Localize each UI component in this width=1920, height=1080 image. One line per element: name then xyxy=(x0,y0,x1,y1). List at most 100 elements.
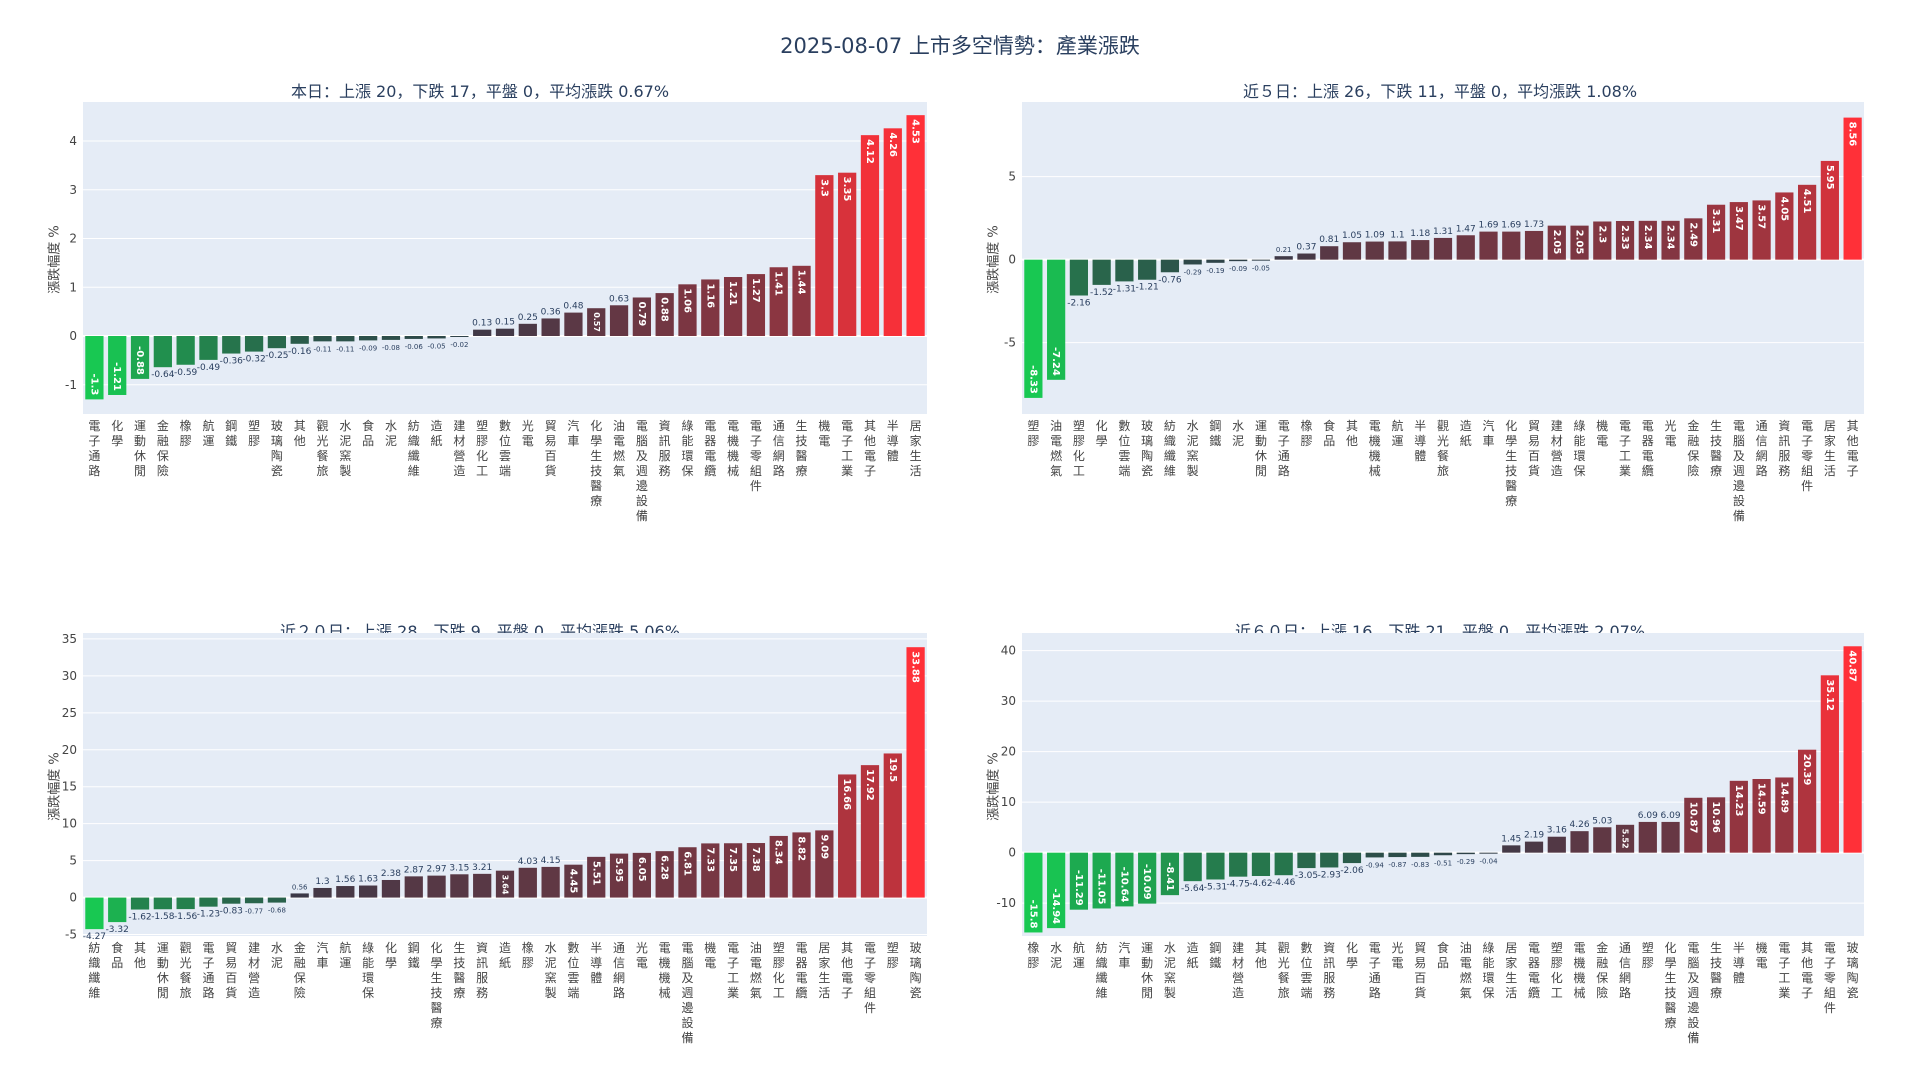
bar-value-label: -0.51 xyxy=(1434,859,1452,867)
bar xyxy=(1229,852,1248,877)
x-tick-label: 電子零組件 xyxy=(750,419,762,493)
x-tick-label: 半導體 xyxy=(1414,419,1426,463)
bar xyxy=(1388,852,1407,858)
bar xyxy=(153,897,172,910)
bar-value-label: 4.53 xyxy=(910,119,921,144)
x-tick-label: 貿易百貨 xyxy=(1528,419,1540,478)
bar-value-label: -5.31 xyxy=(1204,882,1227,892)
y-tick-label: 35 xyxy=(62,632,77,646)
x-tick-label: 居家生活 xyxy=(1505,941,1517,1000)
bar xyxy=(1752,200,1771,260)
bar xyxy=(1706,797,1726,853)
x-tick-label: 汽車 xyxy=(567,418,579,448)
bar xyxy=(85,897,104,930)
bar-value-label: 4.12 xyxy=(864,139,875,164)
bar-value-label: -0.64 xyxy=(151,370,175,380)
bar xyxy=(130,336,150,379)
bar-value-label: 8.34 xyxy=(773,840,784,865)
x-tick-label: 其他 xyxy=(294,419,306,448)
y-tick-label: -1 xyxy=(65,378,77,392)
bar xyxy=(1547,836,1566,853)
bar-value-label: 1.09 xyxy=(1365,231,1385,241)
bar xyxy=(1183,259,1202,265)
bar-value-label: -4.27 xyxy=(83,932,106,942)
bar xyxy=(473,329,492,336)
bar-value-label: -4.75 xyxy=(1227,880,1250,890)
bar-value-label: -0.11 xyxy=(336,345,354,353)
bar-value-label: 3.21 xyxy=(472,863,492,873)
bar xyxy=(290,893,309,898)
x-tick-label: 紡織纖維 xyxy=(408,418,420,478)
bar xyxy=(1820,160,1839,260)
bar-value-label: 1.27 xyxy=(750,278,761,303)
bar-value-label: -0.11 xyxy=(313,345,331,353)
x-tick-label: 化學生技醫療 xyxy=(590,419,602,508)
bar xyxy=(1615,220,1635,260)
bar-value-label: 1.3 xyxy=(315,877,329,887)
bar xyxy=(1684,218,1703,260)
y-tick-label: 0 xyxy=(1008,253,1016,267)
bar-value-label: -11.05 xyxy=(1096,869,1107,905)
bar-value-label: 14.23 xyxy=(1733,785,1744,817)
x-tick-label: 塑膠化工 xyxy=(1551,940,1563,1000)
x-tick-label: 鋼鐵 xyxy=(1209,419,1221,448)
bar xyxy=(222,897,241,904)
bar xyxy=(541,318,560,336)
bar-value-label: 3.57 xyxy=(1756,204,1767,229)
x-tick-label: 其他 xyxy=(1346,419,1358,448)
bar xyxy=(860,135,880,336)
bar xyxy=(1342,242,1362,260)
y-tick-label: 10 xyxy=(1001,795,1016,809)
bar xyxy=(541,866,560,898)
x-tick-label: 鋼鐵 xyxy=(1209,941,1221,970)
bar xyxy=(678,847,697,898)
x-tick-label: 居家生活 xyxy=(818,941,830,1000)
bar-value-label: -0.36 xyxy=(220,357,244,367)
bar-value-label: -0.76 xyxy=(1158,275,1182,285)
y-tick-label: -10 xyxy=(996,896,1016,910)
x-tick-label: 水泥 xyxy=(271,941,283,970)
bar-value-label: 16.66 xyxy=(841,778,852,810)
bar-value-label: -2.93 xyxy=(1318,870,1341,880)
x-tick-label: 鋼鐵 xyxy=(225,419,237,448)
x-tick-label: 資訊服務 xyxy=(659,419,671,478)
y-tick-label: 0 xyxy=(1008,846,1016,860)
bar xyxy=(199,897,218,907)
x-tick-label: 電子工業 xyxy=(841,419,853,478)
bar-chart: -5 0 5 -8.33 塑膠 -7.24 油電燃氣 -2.16 塑膠化工 -1.52 化學 -1.3… xyxy=(1004,102,1864,523)
bar xyxy=(1479,852,1498,854)
bar xyxy=(1798,184,1817,260)
bar-value-label: 6.09 xyxy=(1661,811,1681,821)
bar-value-label: 0.88 xyxy=(659,297,670,322)
bar xyxy=(906,647,925,898)
bar-value-label: 2.34 xyxy=(1642,225,1653,250)
bar xyxy=(564,864,583,898)
x-tick-label: 數位雲端 xyxy=(1118,419,1130,478)
bar-value-label: 4.15 xyxy=(541,856,561,866)
bar xyxy=(1411,852,1430,857)
bar xyxy=(267,897,287,903)
bar xyxy=(1092,259,1111,285)
x-tick-label: 綠能環保 xyxy=(362,941,374,1000)
bar xyxy=(1297,852,1316,869)
x-tick-label: 綠能環保 xyxy=(1483,941,1495,1000)
bar-value-label: -0.32 xyxy=(242,355,265,365)
x-tick-label: 電子零組件 xyxy=(1824,941,1836,1015)
x-tick-label: 電腦及週邊設備 xyxy=(1733,419,1745,523)
bar xyxy=(1456,235,1475,260)
bar xyxy=(1798,749,1817,853)
bar-value-label: 9.09 xyxy=(818,834,829,859)
x-tick-label: 數位雲端 xyxy=(499,419,511,478)
x-tick-label: 航運 xyxy=(1073,940,1085,970)
bar-value-label: 14.59 xyxy=(1756,783,1767,815)
bar xyxy=(1365,241,1384,260)
x-tick-label: 數位雲端 xyxy=(1300,941,1312,1000)
bar-value-label: 14.89 xyxy=(1778,781,1789,813)
bar-value-label: -0.09 xyxy=(1229,265,1247,273)
x-tick-label: 玻璃陶瓷 xyxy=(271,419,283,478)
x-tick-label: 造紙 xyxy=(431,419,443,448)
bar-value-label: -5.64 xyxy=(1181,884,1205,894)
bar xyxy=(609,305,629,336)
bar-value-label: -3.05 xyxy=(1295,871,1318,881)
bar-value-label: -0.08 xyxy=(382,344,400,352)
